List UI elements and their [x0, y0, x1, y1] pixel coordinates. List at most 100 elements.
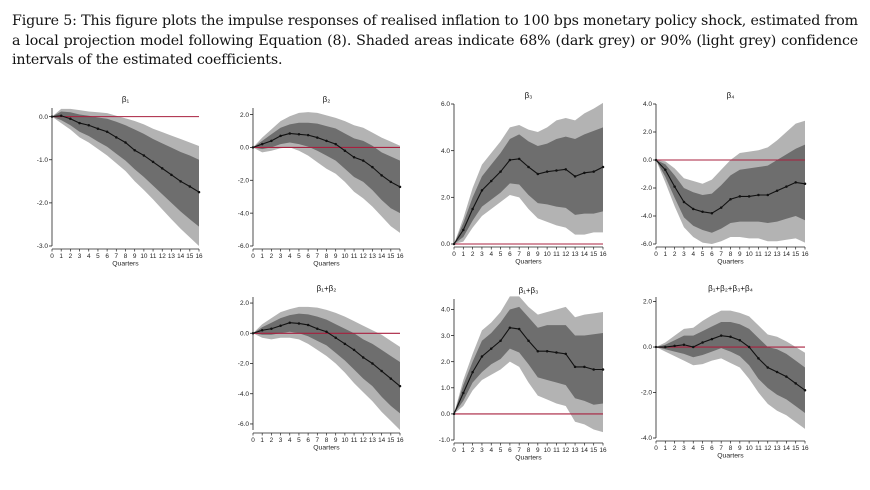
x-tick-label: 4 [489, 447, 493, 454]
point-estimate-marker [573, 365, 577, 369]
point-estimate-marker [564, 168, 567, 171]
point-estimate-marker [471, 370, 474, 374]
y-tick-label: 2.0 [441, 195, 450, 202]
panel-7: 2.00.0-2.0-4.00 1 2 3 4 5 6 7 8 9 10 11 12 13 14 15 16Qu… [641, 284, 809, 460]
point-estimate-marker [179, 180, 182, 183]
x-tick-label: 15 [186, 253, 194, 260]
x-tick-label: 3 [279, 253, 283, 260]
x-tick-label: 15 [387, 253, 395, 260]
x-tick-label: 8 [325, 253, 329, 260]
point-estimate-marker [490, 179, 493, 183]
point-estimate-marker [279, 134, 282, 138]
point-estimate-marker [508, 326, 512, 329]
x-tick-label: 16 [599, 447, 607, 454]
y-tick-label: -4.0 [641, 213, 653, 220]
x-tick-label: 11 [150, 253, 157, 260]
point-estimate-marker [738, 195, 742, 198]
x-tick-label: 0 [251, 253, 255, 260]
x-tick-label: 15 [792, 251, 800, 258]
point-estimate-marker [297, 133, 301, 136]
x-tick-label: 8 [325, 437, 329, 444]
x-tick-label: 7 [316, 437, 320, 444]
ci68-band [52, 111, 199, 227]
point-estimate-marker [96, 127, 100, 130]
x-tick-label: 2 [673, 251, 677, 258]
x-tick-label: 12 [562, 251, 570, 258]
point-estimate-marker [288, 132, 291, 135]
x-tick-label: 4 [489, 251, 493, 258]
point-estimate-marker [757, 193, 760, 197]
point-estimate-marker [260, 329, 264, 332]
x-tick-label: 7 [517, 251, 521, 258]
point-estimate-marker [564, 352, 567, 356]
x-tick-label: 15 [590, 447, 598, 454]
point-estimate-marker [527, 339, 530, 343]
point-estimate-marker [719, 334, 723, 337]
y-tick-label: 4.0 [441, 307, 450, 314]
point-estimate-marker [499, 170, 502, 173]
x-tick-label: 11 [553, 251, 560, 258]
point-estimate-marker [738, 338, 742, 342]
x-tick-label: 12 [360, 253, 368, 260]
x-tick-label: 0 [50, 253, 54, 260]
x-tick-label: 6 [710, 445, 714, 452]
x-tick-label: 0 [452, 251, 456, 258]
x-tick-label: 9 [334, 253, 338, 260]
x-axis-label: Quarters [515, 259, 542, 266]
point-estimate-marker [371, 165, 374, 169]
x-tick-label: 14 [581, 447, 589, 454]
x-tick-label: 0 [452, 447, 456, 454]
point-estimate-marker [334, 336, 337, 340]
x-tick-label: 16 [195, 253, 203, 260]
point-estimate-marker [499, 339, 502, 343]
point-estimate-marker [87, 124, 90, 127]
x-tick-label: 7 [517, 447, 521, 454]
point-estimate-marker [389, 377, 393, 380]
x-tick-label: 15 [590, 251, 598, 258]
y-tick-label: -2.0 [238, 361, 250, 368]
point-estimate-marker [78, 121, 81, 125]
point-estimate-marker [583, 365, 586, 369]
x-tick-label: 4 [288, 253, 292, 260]
point-estimate-marker [527, 165, 530, 169]
point-estimate-marker [260, 142, 264, 146]
x-tick-label: 16 [801, 251, 809, 258]
x-tick-label: 3 [682, 251, 686, 258]
point-estimate-marker [334, 142, 337, 146]
point-estimate-marker [794, 382, 797, 385]
x-tick-label: 7 [115, 253, 119, 260]
y-tick-label: -2.0 [641, 390, 653, 397]
x-tick-label: 2 [270, 437, 274, 444]
ci68-band [253, 122, 400, 214]
point-estimate-marker [398, 384, 402, 388]
x-tick-label: 3 [480, 251, 484, 258]
x-tick-label: 13 [572, 251, 580, 258]
y-tick-label: 0.0 [441, 241, 450, 248]
x-tick-label: 16 [599, 251, 607, 258]
point-estimate-marker [352, 156, 356, 159]
x-tick-label: 0 [251, 437, 255, 444]
x-tick-label: 1 [260, 437, 264, 444]
x-tick-label: 9 [738, 251, 742, 258]
point-estimate-marker [508, 158, 512, 162]
panel-title: β₁+β₂ [317, 284, 337, 293]
y-tick-label: 0.0 [240, 145, 249, 152]
point-estimate-marker [480, 189, 484, 192]
point-estimate-marker [545, 349, 549, 353]
y-tick-label: -4.0 [238, 210, 250, 217]
point-estimate-marker [188, 185, 192, 188]
x-tick-label: 7 [719, 251, 723, 258]
y-tick-label: 6.0 [441, 101, 450, 108]
point-estimate-marker [115, 136, 118, 139]
x-tick-label: 13 [369, 253, 377, 260]
x-tick-label: 13 [369, 437, 377, 444]
point-estimate-marker [555, 351, 558, 354]
point-estimate-marker [545, 170, 549, 173]
x-axis-label: Quarters [515, 455, 542, 462]
ci68-band [454, 127, 603, 244]
point-estimate-marker [601, 368, 605, 371]
y-tick-label: 3.0 [441, 333, 450, 340]
x-tick-label: 12 [360, 437, 368, 444]
point-estimate-marker [389, 180, 393, 184]
x-tick-label: 5 [499, 447, 503, 454]
